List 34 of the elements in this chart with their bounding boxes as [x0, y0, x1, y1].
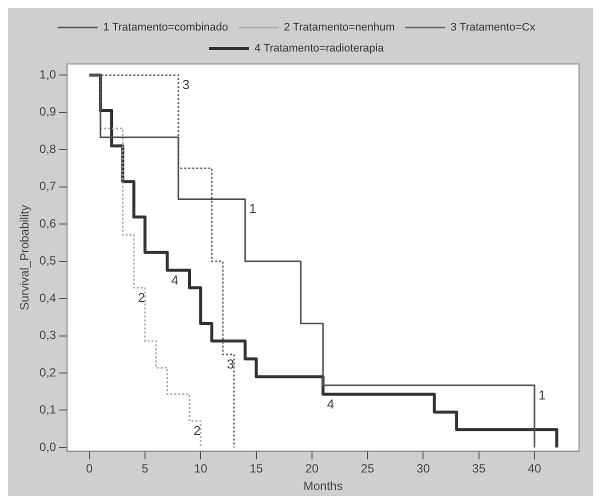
y-tick-label: 0,8: [39, 142, 56, 156]
y-axis-title: Survival_Probability: [18, 204, 32, 310]
annotation: 4: [171, 272, 178, 288]
annotation: 1: [249, 201, 256, 216]
x-tick-label: 35: [472, 462, 486, 476]
annotation: 3: [182, 77, 190, 92]
y-tick-label: 0,9: [39, 104, 56, 119]
x-tick-label: 40: [528, 462, 542, 476]
x-tick-label: 10: [194, 462, 208, 476]
annotation: 2: [193, 423, 201, 438]
annotation: 1: [538, 387, 546, 402]
x-tick-label: 0: [86, 462, 93, 476]
y-tick-label: 0,7: [39, 179, 56, 194]
x-axis-title: Months: [303, 479, 343, 494]
x-tick-label: 20: [305, 462, 319, 476]
y-tick-label: 0,3: [39, 328, 56, 342]
y-tick-label: 0,4: [39, 290, 56, 305]
x-tick-label: 15: [250, 462, 264, 476]
x-tick-label: 30: [416, 462, 430, 476]
legend-label: 3 Tratamento=Cx: [450, 22, 536, 34]
y-tick-label: 0,5: [39, 254, 56, 268]
y-tick-label: 0,1: [39, 402, 56, 417]
y-tick-label: 0,6: [39, 216, 56, 230]
legend-label: 2 Tratamento=nenhum: [284, 22, 395, 34]
y-tick-label: 1,0: [39, 67, 56, 82]
legend-label: 1 Tratamento=combinado: [103, 22, 228, 34]
y-tick-label: 0,0: [39, 440, 56, 454]
annotation: 3: [226, 356, 234, 372]
y-tick-label: 0,2: [39, 365, 56, 380]
x-tick-label: 5: [142, 462, 149, 476]
annotation: 4: [327, 396, 334, 412]
annotation: 2: [138, 290, 146, 305]
x-tick-label: 25: [360, 462, 375, 476]
legend-label: 4 Tratamento=radioterapia: [254, 42, 385, 55]
